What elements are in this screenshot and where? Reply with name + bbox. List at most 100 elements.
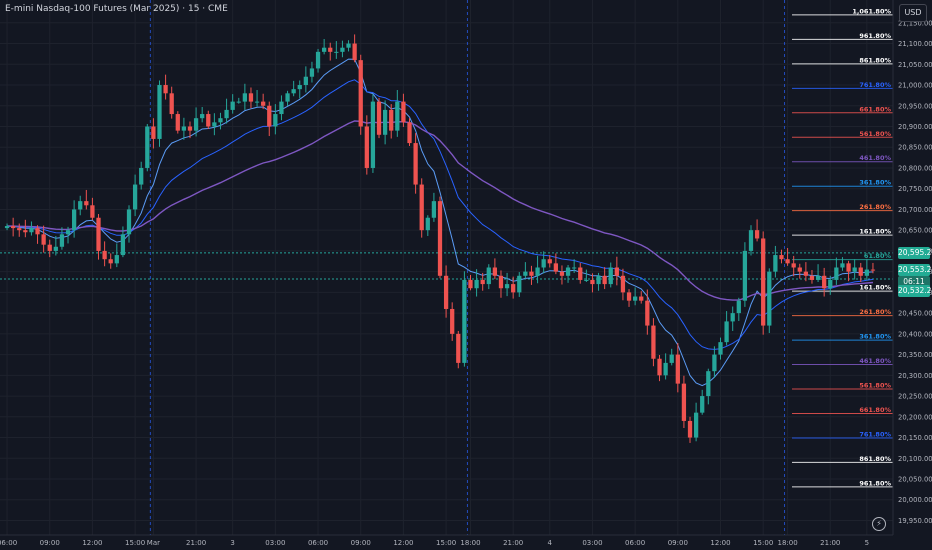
candle-body [401, 101, 406, 123]
candle-body [175, 114, 180, 131]
time-tick-label: 09:00 [668, 539, 688, 547]
price-tick-label: 20,950.00 [898, 102, 932, 110]
candle-body [90, 205, 95, 218]
candle-body [547, 259, 552, 264]
time-tick-label: 15:00 [753, 539, 773, 547]
candle-body [431, 201, 437, 218]
candle-body [242, 93, 248, 102]
candle-body [382, 109, 388, 135]
fib-level-label: 161.80% [859, 228, 891, 236]
candle-body [35, 228, 40, 235]
currency-button[interactable]: USD [899, 4, 927, 22]
candle-body [578, 267, 583, 280]
candle-body [17, 228, 22, 231]
fibonacci-levels: 1,061.80% 961.80% 861.80% 761.80% 661.80% 561… [792, 7, 893, 488]
candle-body [797, 267, 802, 272]
candle-body [742, 250, 748, 301]
candle-body [584, 279, 589, 281]
price-tick-label: 20,300.00 [898, 372, 932, 380]
candle-body [267, 105, 272, 127]
candle-body [596, 275, 601, 285]
time-tick-label: 5 [865, 539, 869, 547]
time-tick-label: 15:00 [125, 539, 145, 547]
candle-body [565, 267, 571, 276]
fib-level-label: 761.80% [859, 430, 891, 438]
candle-body [632, 296, 638, 301]
candle-body [303, 76, 308, 86]
candle-body [29, 228, 34, 233]
candle-body [700, 396, 705, 413]
candle-body [803, 271, 809, 276]
candle-body [346, 43, 351, 48]
time-tick-label: 18:00 [460, 539, 480, 547]
candle-body [71, 209, 77, 231]
candle-body [169, 93, 174, 115]
fib-level-label: 161.80% [859, 284, 891, 292]
fib-level-label: 661.80% [859, 105, 891, 113]
candle-body [462, 279, 467, 363]
time-tick-label: 21:00 [503, 539, 523, 547]
candle-body [352, 43, 357, 61]
candle-body [218, 118, 223, 123]
fib-level-label: 961.80% [859, 479, 891, 487]
candle-body [340, 47, 345, 52]
candle-body [181, 126, 187, 131]
time-tick-label: 21:00 [186, 539, 206, 547]
price-tick-label: 20,250.00 [898, 393, 932, 401]
fib-level-label: 361.80% [859, 179, 891, 187]
candle-body [376, 101, 382, 135]
candle-body [102, 250, 107, 260]
candle-body [395, 101, 400, 131]
bolt-icon[interactable]: ⚡ [872, 517, 886, 531]
candle-body [468, 279, 473, 289]
price-tick-label: 20,050.00 [898, 476, 932, 484]
candle-body [517, 275, 522, 293]
candle-body [834, 267, 839, 280]
candle-body [779, 255, 784, 260]
time-tick-label: 06:00 [308, 539, 328, 547]
price-tick-label: 21,000.00 [898, 82, 932, 90]
time-tick-label: 18:00 [777, 539, 797, 547]
time-tick-label: 12:00 [393, 539, 413, 547]
time-tick-label: 4 [548, 539, 553, 547]
chart-title: E-mini Nasdaq-100 Futures (Mar 2025) · 1… [5, 4, 228, 14]
candle-body [315, 51, 321, 69]
candle-body [846, 263, 851, 272]
price-tick-label: 20,700.00 [898, 206, 932, 214]
candle-body [559, 271, 565, 276]
candle-body [645, 300, 650, 326]
time-tick-label: 21:00 [820, 539, 840, 547]
fib-level-label: 1,061.80% [852, 7, 891, 15]
candle-body [767, 271, 772, 326]
time-tick-label: 03:00 [265, 539, 285, 547]
candle-body [669, 354, 674, 363]
candle-body [681, 383, 687, 421]
candle-body [450, 308, 455, 334]
candle-body [200, 114, 205, 119]
candle-body [41, 234, 46, 245]
candle-body [693, 412, 699, 438]
time-axis-bg [0, 535, 932, 550]
candle-body [754, 230, 760, 239]
candle-body [620, 275, 626, 293]
candle-body [724, 321, 729, 343]
candle-body [480, 279, 485, 285]
candle-body [443, 275, 449, 309]
candle-body [840, 263, 845, 268]
candle-body [535, 267, 540, 276]
candle-body [96, 217, 101, 251]
price-tick-label: 20,850.00 [898, 144, 932, 152]
candle-body [858, 267, 863, 276]
candle-body [553, 263, 558, 272]
candle-body [139, 167, 144, 185]
price-tick-label: 21,100.00 [898, 40, 932, 48]
candle-body [419, 184, 424, 231]
candle-body [236, 101, 241, 103]
candle-body [187, 126, 193, 131]
candle-body [706, 371, 711, 397]
candle-body [773, 255, 778, 272]
price-tick-label: 20,200.00 [898, 413, 932, 421]
fib-level-label: 261.80% [859, 308, 891, 316]
fib-level-label: 561.80% [859, 130, 891, 138]
